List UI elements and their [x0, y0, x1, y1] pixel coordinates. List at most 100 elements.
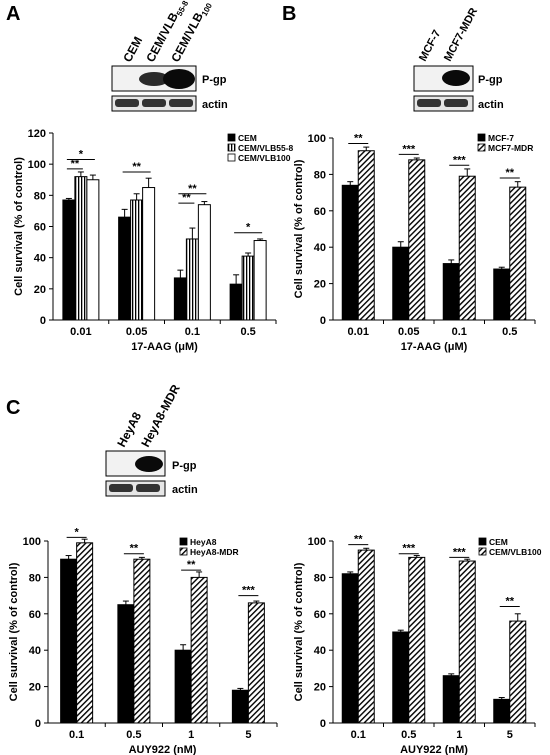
- significance-label: **: [130, 543, 139, 555]
- bar: [174, 649, 192, 724]
- y-tick-label: 0: [35, 718, 41, 730]
- significance-label: **: [188, 183, 197, 195]
- bar: [117, 604, 135, 724]
- x-axis-label: AUY922 (nM): [400, 744, 468, 755]
- significance-label: **: [71, 158, 80, 170]
- x-tick-label: 0.05: [398, 326, 419, 338]
- bar: [86, 179, 100, 321]
- bar: [509, 620, 527, 724]
- blot-lane-label: HeyA8-MDR: [138, 382, 183, 450]
- bar: [185, 238, 199, 321]
- bar-chart-2: 0 20 40 60 80 100 Cell survival (% of control)…: [293, 132, 536, 353]
- x-tick-label: 0.5: [126, 729, 141, 741]
- bar: [130, 199, 144, 321]
- blot-label-actin: actin: [478, 99, 504, 111]
- charts-layer: 0 20 40 60 80 100 120 Cell survival (% of contr…: [8, 128, 542, 755]
- blot-band: [163, 69, 195, 89]
- y-tick-label: 80: [29, 572, 41, 584]
- blot-label-pgp: P-gp: [172, 460, 197, 472]
- significance-label: **: [505, 596, 514, 608]
- x-tick-label: 0.5: [240, 326, 255, 338]
- blot-lane-label: MCF-7: [417, 28, 443, 63]
- blot-label-actin: actin: [172, 484, 198, 496]
- y-tick-label: 60: [314, 609, 326, 621]
- y-tick-label: 100: [23, 536, 41, 548]
- y-axis-label: Cell survival (% of control): [8, 562, 20, 701]
- panel-letter-c: C: [6, 397, 20, 419]
- bar: [247, 602, 265, 724]
- bar: [241, 255, 255, 321]
- significance-label: **: [354, 534, 363, 546]
- legend-swatch: [179, 537, 188, 546]
- western-blot-a: CEM CEM/VLB55-8 CEM/VLB100 P-gp actin: [111, 0, 228, 112]
- bar: [173, 277, 187, 321]
- y-tick-label: 120: [28, 128, 46, 140]
- significance-label: ***: [453, 154, 467, 166]
- legend-label: MCF7-MDR: [488, 143, 533, 153]
- significance-label: ***: [402, 143, 416, 155]
- legend-label: CEM/VLB100: [238, 153, 291, 163]
- bar-chart-3: 0 20 40 60 80 100 Cell survival (% of control)…: [8, 526, 278, 755]
- blot-band: [136, 484, 160, 492]
- significance-label: ***: [242, 585, 256, 597]
- bar: [133, 558, 151, 724]
- legend-label: MCF-7: [488, 133, 514, 143]
- x-tick-label: 0.1: [69, 729, 84, 741]
- legend-swatch: [478, 537, 487, 546]
- blot-band: [139, 72, 169, 86]
- legend-swatch: [179, 547, 188, 556]
- bar: [62, 199, 76, 321]
- y-tick-label: 80: [34, 190, 46, 202]
- blot-band: [115, 99, 139, 107]
- legend-label: HeyA8-MDR: [190, 547, 239, 557]
- bar: [408, 159, 426, 321]
- significance-label: **: [132, 161, 141, 173]
- x-tick-label: 0.01: [70, 326, 91, 338]
- x-axis-label: 17-AAG (μM): [401, 341, 468, 353]
- x-tick-label: 5: [507, 729, 513, 741]
- y-tick-label: 0: [320, 718, 326, 730]
- bar: [190, 576, 208, 724]
- blot-label-pgp: P-gp: [478, 74, 503, 86]
- blot-label-actin: actin: [202, 99, 228, 111]
- x-tick-label: 0.01: [348, 326, 369, 338]
- bar: [408, 556, 426, 724]
- blot-lane-label: CEM: [120, 34, 145, 64]
- legend-swatch: [227, 153, 236, 162]
- bar-chart-4: 0 20 40 60 80 100 Cell survival (% of control)…: [293, 534, 542, 755]
- significance-label: **: [182, 192, 191, 204]
- legend-swatch: [477, 133, 486, 142]
- legend-label: CEM: [238, 133, 257, 143]
- y-tick-label: 20: [34, 284, 46, 296]
- legend-label: CEM/VLB55-8: [238, 143, 294, 153]
- x-tick-label: 5: [245, 729, 251, 741]
- legend-label: CEM/VLB100: [489, 547, 542, 557]
- significance-label: *: [79, 148, 84, 160]
- blot-band: [442, 70, 470, 86]
- panel-letter-b: B: [282, 3, 296, 25]
- x-tick-label: 0.05: [126, 326, 147, 338]
- x-tick-label: 0.5: [502, 326, 517, 338]
- legend-swatch: [477, 143, 486, 152]
- bar: [357, 549, 375, 724]
- y-tick-label: 100: [308, 536, 326, 548]
- western-blot-c: HeyA8 HeyA8-MDR P-gp actin: [105, 382, 198, 497]
- y-tick-label: 0: [40, 315, 46, 327]
- bar: [357, 150, 375, 321]
- legend-label: CEM: [489, 537, 508, 547]
- bar: [229, 283, 243, 321]
- y-tick-label: 100: [28, 159, 46, 171]
- y-tick-label: 40: [29, 645, 41, 657]
- y-tick-label: 20: [29, 682, 41, 694]
- bar: [118, 216, 132, 321]
- significance-label: **: [187, 559, 196, 571]
- significance-label: ***: [402, 543, 416, 555]
- bar: [76, 542, 94, 724]
- bar: [197, 204, 211, 321]
- bar: [493, 698, 511, 724]
- y-tick-label: 40: [314, 242, 326, 254]
- bar: [74, 176, 88, 321]
- significance-label: *: [74, 526, 79, 538]
- y-axis-label: Cell survival (% of control): [13, 157, 25, 296]
